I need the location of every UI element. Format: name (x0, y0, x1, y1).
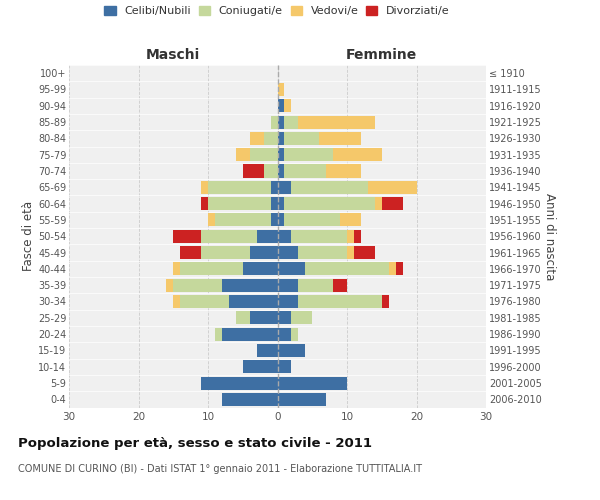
Bar (277, 99, 284, 112)
Bar (347, 246, 354, 259)
Bar (375, 197, 382, 210)
Bar (277, 312, 292, 324)
Bar (277, 181, 292, 194)
Bar (201, 376, 277, 390)
Bar (333, 148, 382, 161)
Bar (382, 295, 389, 308)
Bar (215, 214, 271, 226)
Bar (277, 83, 284, 96)
Bar (277, 230, 292, 243)
Bar (292, 181, 368, 194)
Bar (173, 230, 201, 243)
Bar (222, 328, 277, 340)
Bar (277, 278, 298, 291)
Bar (284, 148, 333, 161)
Bar (284, 132, 319, 145)
Bar (250, 246, 277, 259)
Bar (298, 116, 375, 128)
Bar (298, 278, 333, 291)
Bar (257, 230, 277, 243)
Y-axis label: Anni di nascita: Anni di nascita (542, 192, 556, 280)
Bar (292, 230, 347, 243)
Bar (277, 197, 284, 210)
Bar (271, 214, 277, 226)
Bar (271, 181, 277, 194)
Bar (173, 278, 222, 291)
Bar (277, 262, 305, 276)
Bar (243, 262, 277, 276)
Bar (277, 295, 298, 308)
Bar (347, 230, 354, 243)
Bar (305, 262, 389, 276)
Bar (354, 230, 361, 243)
Bar (333, 278, 347, 291)
Bar (271, 197, 277, 210)
Bar (389, 262, 395, 276)
Y-axis label: Fasce di età: Fasce di età (22, 201, 35, 272)
Bar (277, 328, 292, 340)
Bar (382, 197, 403, 210)
Bar (326, 164, 361, 177)
Text: Femmine: Femmine (346, 48, 418, 62)
Bar (277, 116, 284, 128)
Bar (277, 376, 347, 390)
Bar (222, 278, 277, 291)
Bar (271, 116, 277, 128)
Legend: Celibi/Nubili, Coniugati/e, Vedovi/e, Divorziati/e: Celibi/Nubili, Coniugati/e, Vedovi/e, Di… (104, 6, 450, 16)
Bar (263, 132, 277, 145)
Bar (243, 360, 277, 373)
Text: Popolazione per età, sesso e stato civile - 2011: Popolazione per età, sesso e stato civil… (18, 438, 372, 450)
Bar (298, 246, 347, 259)
Bar (263, 164, 277, 177)
Bar (208, 181, 271, 194)
Bar (250, 132, 263, 145)
Bar (277, 164, 284, 177)
Bar (340, 214, 361, 226)
Bar (166, 278, 173, 291)
Bar (277, 132, 284, 145)
Bar (368, 181, 416, 194)
Bar (284, 197, 375, 210)
Bar (201, 230, 257, 243)
Bar (277, 344, 305, 357)
Bar (173, 295, 180, 308)
Bar (354, 246, 375, 259)
Bar (180, 295, 229, 308)
Bar (180, 262, 243, 276)
Bar (173, 262, 180, 276)
Text: Maschi: Maschi (146, 48, 200, 62)
Bar (277, 393, 326, 406)
Bar (201, 181, 208, 194)
Bar (201, 197, 208, 210)
Bar (284, 99, 292, 112)
Bar (215, 328, 222, 340)
Bar (292, 312, 312, 324)
Bar (284, 214, 340, 226)
Bar (236, 312, 250, 324)
Bar (284, 164, 326, 177)
Bar (180, 246, 201, 259)
Bar (319, 132, 361, 145)
Bar (208, 214, 215, 226)
Bar (257, 344, 277, 357)
Bar (277, 214, 284, 226)
Bar (250, 148, 277, 161)
Bar (298, 295, 382, 308)
Bar (229, 295, 277, 308)
Bar (201, 246, 250, 259)
Bar (250, 312, 277, 324)
Bar (292, 328, 298, 340)
Text: COMUNE DI CURINO (BI) - Dati ISTAT 1° gennaio 2011 - Elaborazione TUTTITALIA.IT: COMUNE DI CURINO (BI) - Dati ISTAT 1° ge… (18, 464, 422, 474)
Bar (284, 116, 298, 128)
Bar (243, 164, 263, 177)
Bar (395, 262, 403, 276)
Bar (277, 246, 298, 259)
Bar (277, 360, 292, 373)
Bar (277, 148, 284, 161)
Bar (208, 197, 271, 210)
Bar (222, 393, 277, 406)
Bar (236, 148, 250, 161)
